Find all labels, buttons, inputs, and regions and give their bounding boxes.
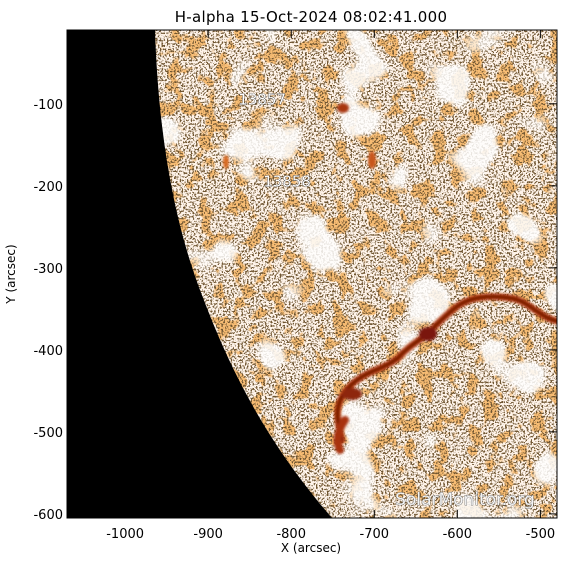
y-tick-label: -100	[33, 98, 63, 113]
y-tick-label: -400	[33, 344, 63, 359]
x-tick-label: -1000	[106, 527, 144, 542]
active-region-label: 13858	[263, 173, 311, 191]
x-tick-label: -700	[360, 527, 390, 542]
off-limb-space	[67, 30, 332, 518]
filament	[223, 103, 557, 454]
figure-title: H-alpha 15-Oct-2024 08:02:41.000	[175, 8, 448, 26]
plot-frame	[66, 29, 558, 519]
x-axis-label: X (arcsec)	[281, 541, 341, 555]
solar-image: 13857 13858 SolarMonitor.org	[67, 30, 557, 518]
watermark: SolarMonitor.org	[395, 490, 535, 510]
y-axis-label: Y (arcsec)	[4, 244, 18, 304]
y-tick-label: -200	[33, 180, 63, 195]
x-tick-label: -500	[526, 527, 556, 542]
x-tick-label: -800	[276, 527, 306, 542]
x-tick-label: -900	[193, 527, 223, 542]
y-tick-label: -300	[33, 262, 63, 277]
y-tick-label: -600	[33, 508, 63, 523]
active-region-labels: 13857 13858	[238, 90, 311, 191]
active-region-label: 13857	[238, 91, 286, 109]
x-tick-label: -600	[443, 527, 473, 542]
y-tick-label: -500	[33, 426, 63, 441]
axis-ticks: -1000 -900 -800 -700 -600 -500 -100 -200 -300 -40…	[33, 30, 557, 542]
